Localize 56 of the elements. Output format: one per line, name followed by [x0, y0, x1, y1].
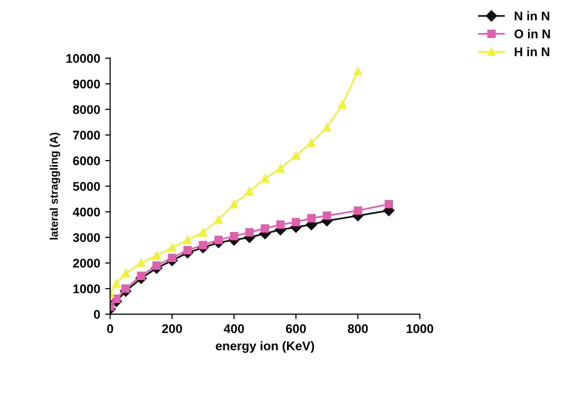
point	[136, 258, 146, 268]
point	[168, 254, 176, 262]
point	[136, 272, 146, 280]
point	[354, 206, 362, 215]
y-tick-label: 6000	[73, 156, 100, 166]
point	[338, 100, 347, 108]
x-tick-label: 1000	[406, 324, 434, 334]
point	[260, 224, 270, 233]
y-tick-label: 5000	[73, 182, 100, 191]
y-tick-label: 1000	[73, 284, 100, 294]
x-tick-label: 200	[162, 324, 182, 334]
point	[230, 232, 238, 240]
x-axis-title: energy ion (KeV)	[216, 341, 314, 353]
y-tick-label: 9000	[73, 80, 100, 88]
x-tick-label: 400	[224, 324, 244, 334]
point	[307, 214, 316, 222]
point	[230, 200, 238, 208]
point	[183, 236, 192, 244]
point	[322, 123, 332, 132]
point	[307, 138, 316, 147]
point	[152, 261, 161, 270]
y-tick-label: 3000	[72, 233, 100, 242]
point	[260, 174, 270, 183]
x-tick-label: 0	[107, 324, 114, 334]
point	[292, 218, 300, 226]
legend-label: N in N	[514, 11, 550, 20]
y-tick-label: 4000	[72, 208, 100, 216]
point	[214, 236, 223, 244]
point	[183, 246, 192, 254]
y-axis-title: lateral straggling (A)	[50, 132, 60, 240]
y-tick-label: 2000	[73, 258, 100, 268]
point	[198, 240, 208, 250]
point	[121, 284, 130, 293]
legend-label: O in N	[514, 29, 550, 38]
x-tick-label: 600	[286, 324, 306, 334]
point	[121, 269, 130, 278]
point	[245, 187, 254, 196]
point	[112, 279, 121, 288]
point	[168, 243, 176, 252]
y-tick-label: 8000	[73, 105, 100, 114]
point	[152, 251, 161, 260]
point	[112, 294, 121, 304]
point	[245, 228, 254, 236]
point	[198, 228, 208, 236]
x-tick-label: 800	[348, 324, 368, 334]
point	[384, 200, 394, 208]
point	[276, 164, 285, 172]
point	[276, 220, 285, 229]
y-tick-label: 0	[94, 310, 100, 319]
point	[322, 211, 332, 220]
point	[354, 66, 362, 76]
point	[214, 215, 223, 224]
y-tick-label: 10000	[66, 54, 100, 63]
legend-label: H in N	[514, 47, 550, 56]
point	[292, 151, 300, 160]
y-tick-label: 7000	[73, 130, 100, 140]
